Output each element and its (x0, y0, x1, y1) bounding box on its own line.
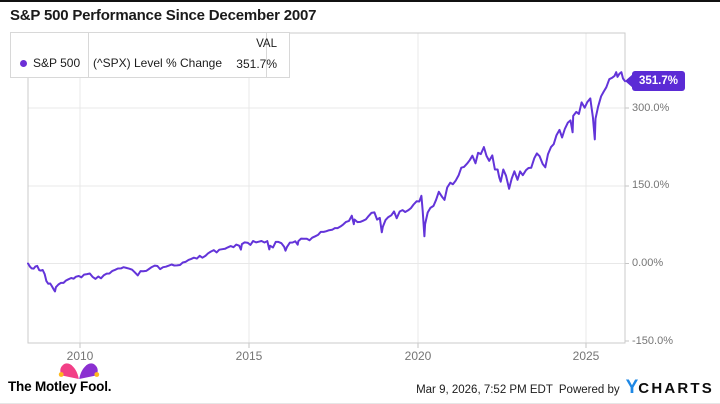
ycharts-y-glyph: Y (625, 377, 639, 398)
ycharts-wordmark: CHARTS (638, 380, 714, 397)
jester-hat-icon (58, 363, 100, 379)
series-name: S&P 500 (33, 56, 81, 70)
chart-title: S&P 500 Performance Since December 2007 (10, 7, 317, 24)
end-value-badge: 351.7% (624, 71, 686, 91)
x-axis-label: 2015 (235, 349, 263, 363)
val-column-header: VAL (256, 38, 277, 50)
series-line (27, 71, 626, 293)
x-axis-label: 2020 (404, 349, 432, 363)
legend-table: S&P 500 (^SPX) Level % Change VAL 351.7% (10, 32, 290, 78)
series-value: 351.7% (236, 57, 277, 71)
y-axis-label: 150.0% (632, 179, 670, 192)
ycharts-logo: Y CHARTS (625, 377, 714, 398)
motley-fool-wordmark: The Motley Fool. (8, 379, 112, 394)
x-axis-label: 2010 (66, 349, 94, 363)
x-axis-label: 2025 (572, 349, 600, 363)
y-axis-label: 300.0% (632, 101, 670, 114)
series-metric: (^SPX) Level % Change (89, 33, 267, 77)
top-divider (0, 0, 720, 2)
motley-fool-logo: The Motley Fool. (8, 360, 148, 400)
footer-attribution: Mar 9, 2026, 7:52 PM EDT Powered by Y CH… (416, 377, 714, 398)
timestamp: Mar 9, 2026, 7:52 PM EDT (416, 384, 553, 396)
powered-by-label: Powered by (558, 384, 620, 396)
legend-value-cell: VAL 351.7% (236, 33, 289, 77)
y-axis-label: 0.00% (632, 257, 664, 269)
legend-series-cell: S&P 500 (11, 33, 89, 77)
y-axis-label: -150.0% (632, 334, 673, 347)
series-color-dot (20, 60, 27, 67)
